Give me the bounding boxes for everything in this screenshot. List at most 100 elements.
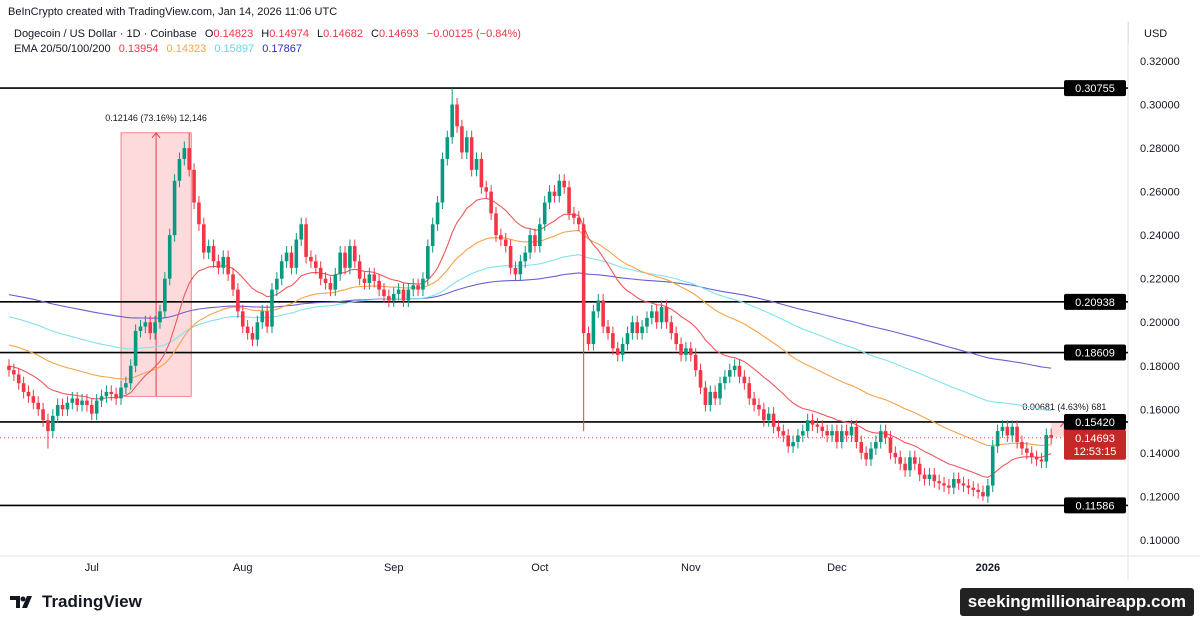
x-tick-label: Nov — [681, 562, 701, 574]
ema-label[interactable]: EMA 20/50/100/200 — [14, 43, 111, 55]
candle-body — [591, 311, 596, 345]
candle-body — [1034, 457, 1039, 460]
candle-body — [421, 278, 425, 290]
candle-body — [528, 235, 532, 253]
candle-body — [187, 148, 191, 170]
candle-body — [55, 404, 60, 416]
candle-body — [455, 104, 459, 127]
candle-body — [567, 187, 571, 214]
candle-body — [586, 333, 591, 345]
candle-body — [484, 187, 489, 192]
candle-body — [221, 256, 226, 268]
candle-body — [75, 398, 79, 405]
candle-body — [689, 348, 693, 355]
candle-body — [182, 148, 187, 159]
candle-body — [435, 202, 440, 225]
candle-body — [163, 278, 167, 312]
candle-body — [119, 387, 123, 399]
candle-body — [128, 365, 133, 384]
candle-body — [810, 420, 815, 425]
close-value: 0.14693 — [378, 28, 419, 40]
candle-body — [289, 252, 294, 268]
candle-body — [338, 252, 342, 275]
y-tick-label: 0.10000 — [1140, 535, 1180, 547]
candle-body — [781, 431, 786, 436]
candle-body — [41, 409, 45, 421]
candle-body — [114, 394, 118, 399]
x-tick-label: 2026 — [976, 562, 1000, 574]
chart-credit: BeInCrypto created with TradingView.com,… — [8, 6, 338, 18]
candle-body — [601, 300, 605, 327]
candle-body — [430, 224, 435, 247]
y-tick-label: 0.20000 — [1140, 317, 1180, 329]
symbol-name[interactable]: Dogecoin / US Dollar · 1D · Coinbase — [14, 28, 197, 40]
candle-body — [611, 333, 615, 349]
candle-body — [352, 246, 357, 262]
candle-body — [903, 463, 907, 471]
candle-body — [426, 246, 430, 279]
candle-body — [1049, 435, 1053, 438]
candle-body — [796, 435, 800, 442]
candle-body — [562, 180, 566, 188]
candle-body — [318, 267, 323, 279]
measure-label: 0.00681 (4.63%) 681 — [1022, 402, 1106, 412]
candle-body — [951, 478, 956, 488]
candle-body — [36, 402, 41, 410]
candle-body — [723, 376, 727, 384]
candle-body — [153, 322, 157, 334]
candle-body — [674, 333, 678, 345]
candle-body — [839, 431, 844, 442]
low-value: 0.14682 — [323, 28, 363, 40]
candle-body — [7, 365, 11, 371]
y-tick-label: 0.14000 — [1140, 448, 1180, 460]
candle-body — [270, 289, 274, 327]
candle-body — [747, 383, 752, 399]
candle-body — [411, 285, 416, 290]
candle-body — [786, 435, 790, 447]
candle-body — [898, 457, 903, 464]
candle-body — [479, 158, 484, 188]
candle-body — [104, 391, 109, 397]
candle-body — [508, 246, 513, 268]
measure-arrowhead — [151, 132, 161, 139]
candle-body — [148, 322, 153, 334]
candle-body — [727, 370, 732, 377]
high-label: H — [261, 28, 270, 40]
candle-body — [698, 370, 703, 388]
close-label: C — [371, 28, 379, 40]
candle-body — [640, 326, 644, 334]
candle-body — [830, 431, 834, 436]
candle-body — [971, 487, 976, 490]
candle-body — [284, 252, 289, 262]
candle-body — [615, 348, 620, 355]
candle-body — [878, 431, 883, 442]
candle-body — [737, 365, 742, 377]
tradingview-logo: TradingView — [10, 592, 142, 612]
candle-body — [835, 431, 839, 442]
candle-body — [279, 261, 284, 279]
candle-body — [552, 191, 557, 196]
candle-body — [542, 202, 547, 225]
candle-body — [192, 169, 196, 203]
candle-body — [304, 224, 308, 257]
y-tick-label: 0.18000 — [1140, 361, 1180, 373]
ema-row: EMA 20/50/100/200 0.13954 0.14323 0.1589… — [14, 42, 521, 57]
y-tick-label: 0.22000 — [1140, 274, 1180, 286]
candle-body — [1020, 441, 1024, 449]
candle-body — [294, 239, 299, 268]
price-chart[interactable]: 0.10000 0.12000 0.14000 0.16000 0.18000 0.200… — [0, 0, 1200, 580]
candle-body — [197, 202, 201, 225]
candle-body — [250, 333, 255, 340]
ema200-value: 0.17867 — [262, 43, 302, 55]
candle-body — [275, 278, 279, 290]
candle-body — [932, 474, 937, 482]
candle-body — [547, 191, 552, 203]
level-price-label: 0.15420 — [1075, 417, 1115, 429]
candle-body — [469, 137, 474, 170]
candle-body — [986, 485, 990, 497]
candle-body — [124, 383, 128, 388]
candle-body — [460, 126, 464, 153]
y-tick-label: 0.16000 — [1140, 404, 1180, 416]
ohlc-row: Dogecoin / US Dollar · 1D · Coinbase O0.… — [14, 27, 521, 42]
candle-body — [635, 322, 640, 334]
